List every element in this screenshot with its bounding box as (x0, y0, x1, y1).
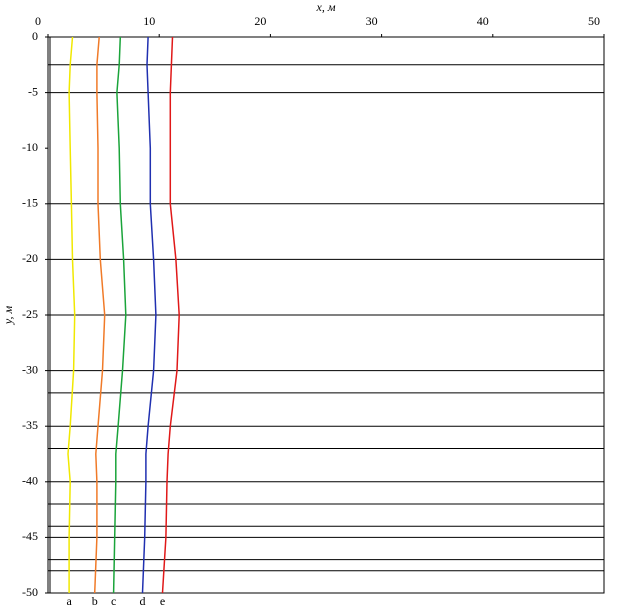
y-tick-label: 0 (32, 29, 38, 43)
y-tick-label: -40 (22, 474, 38, 488)
curve-label: c (111, 594, 116, 608)
x-tick-label: 30 (366, 14, 378, 28)
curve-label: d (140, 594, 146, 608)
curve (161, 36, 180, 594)
curve-label: b (92, 594, 98, 608)
y-tick-label: -35 (22, 418, 38, 432)
curve-label: a (66, 594, 72, 608)
curve-label: e (160, 594, 165, 608)
y-axis-title: y, м (1, 306, 15, 326)
x-tick-label: 10 (143, 14, 155, 28)
y-tick-label: -25 (22, 307, 38, 321)
x-tick-label: 20 (254, 14, 266, 28)
curve (112, 36, 127, 594)
y-tick-label: -50 (22, 585, 38, 599)
x-axis-title: x, м (316, 0, 336, 14)
y-tick-label: -15 (22, 196, 38, 210)
y-tick-label: -5 (28, 84, 38, 98)
y-tick-label: -20 (22, 251, 38, 265)
y-tick-label: -30 (22, 362, 38, 376)
curve (141, 36, 157, 594)
x-tick-label: 0 (35, 14, 41, 28)
curve (93, 36, 106, 594)
y-tick-label: -45 (22, 529, 38, 543)
y-tick-label: -10 (22, 140, 38, 154)
x-tick-label: 50 (588, 14, 600, 28)
x-tick-label: 40 (477, 14, 489, 28)
plot-frame (47, 36, 605, 594)
curve (67, 36, 76, 593)
